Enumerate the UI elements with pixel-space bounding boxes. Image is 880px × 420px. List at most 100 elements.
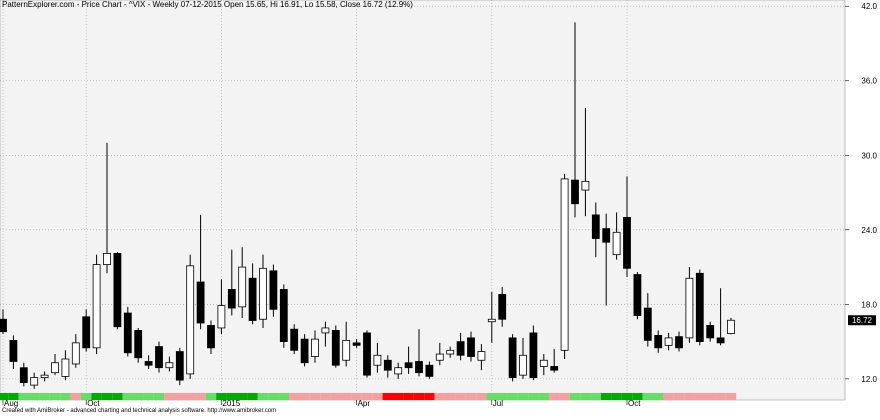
signal-band bbox=[486, 393, 497, 400]
signal-band bbox=[372, 393, 383, 400]
candle-body bbox=[716, 337, 725, 344]
signal-band bbox=[445, 393, 456, 400]
signal-band bbox=[434, 393, 445, 400]
signal-band bbox=[143, 393, 154, 400]
candle-body bbox=[415, 361, 423, 374]
signal-band bbox=[663, 393, 674, 400]
signal-band bbox=[653, 393, 664, 400]
signal-band bbox=[49, 393, 61, 400]
signal-band bbox=[715, 393, 726, 400]
footer: Created with AmiBroker - advanced charti… bbox=[2, 408, 276, 414]
x-tick-label: Oct bbox=[87, 399, 100, 408]
candle-body bbox=[9, 339, 18, 362]
candle-body bbox=[706, 325, 715, 339]
x-tick-label: Apr bbox=[358, 399, 371, 408]
signal-band bbox=[673, 393, 685, 400]
candle-body bbox=[633, 274, 642, 316]
candle-body bbox=[675, 336, 683, 349]
candle-body bbox=[581, 180, 590, 191]
signal-band bbox=[455, 393, 466, 400]
signal-band bbox=[725, 393, 737, 400]
candle-body bbox=[248, 277, 257, 321]
signal-band bbox=[289, 393, 300, 400]
signal-band bbox=[320, 393, 331, 400]
candle-body bbox=[425, 364, 434, 377]
signal-band bbox=[694, 393, 705, 400]
candle-body bbox=[71, 342, 80, 365]
candle-body bbox=[654, 335, 663, 349]
candle-body bbox=[404, 362, 413, 369]
signal-band bbox=[528, 393, 539, 400]
candle-body bbox=[363, 332, 371, 376]
candle-body bbox=[373, 354, 382, 366]
signal-band bbox=[382, 393, 393, 400]
last-price-label: 16.72 bbox=[852, 316, 873, 325]
candle-body bbox=[123, 312, 132, 354]
signal-band bbox=[185, 393, 196, 400]
signal-band bbox=[133, 393, 144, 400]
candle-body bbox=[290, 328, 299, 351]
candle-body bbox=[727, 319, 735, 334]
candle-body bbox=[664, 337, 673, 346]
signal-band bbox=[81, 393, 92, 400]
candle-body bbox=[446, 349, 455, 355]
signal-band bbox=[153, 393, 165, 400]
signal-band bbox=[226, 393, 237, 400]
candle-body bbox=[311, 338, 319, 357]
signal-band bbox=[611, 393, 622, 400]
candle-body bbox=[539, 359, 548, 367]
y-tick-label: 18.0 bbox=[861, 300, 877, 309]
signal-band bbox=[70, 393, 81, 400]
candle-body bbox=[643, 307, 652, 341]
candle-body bbox=[342, 339, 351, 361]
signal-band bbox=[91, 393, 102, 400]
signal-band bbox=[8, 393, 19, 400]
candle-body bbox=[560, 178, 569, 351]
signal-band bbox=[517, 393, 529, 400]
y-tick-label: 36.0 bbox=[861, 77, 877, 86]
candle-body bbox=[550, 366, 559, 371]
candle-body bbox=[0, 318, 7, 333]
candle-body bbox=[487, 318, 496, 323]
candle-body bbox=[175, 351, 184, 381]
signal-band bbox=[361, 393, 373, 400]
candle-body bbox=[30, 377, 39, 386]
candle-body bbox=[207, 325, 215, 349]
candle-body bbox=[144, 361, 153, 366]
candle-body bbox=[508, 337, 517, 379]
candle-body bbox=[623, 216, 631, 269]
signal-band bbox=[413, 393, 425, 400]
candle-body bbox=[477, 351, 486, 361]
candle-body bbox=[92, 264, 101, 349]
signal-band bbox=[29, 393, 40, 400]
signal-band bbox=[642, 393, 653, 400]
candle-body bbox=[612, 231, 621, 256]
signal-band bbox=[393, 393, 404, 400]
y-tick-label: 12.0 bbox=[861, 375, 877, 384]
candle-body bbox=[591, 214, 600, 239]
candle-body bbox=[300, 338, 309, 364]
candle-body bbox=[321, 327, 330, 334]
signal-band bbox=[278, 393, 289, 400]
candle-body bbox=[61, 358, 70, 377]
signal-band bbox=[403, 393, 414, 400]
candle-body bbox=[383, 359, 392, 371]
signal-band bbox=[590, 393, 601, 400]
candle-body bbox=[40, 374, 49, 379]
signal-band bbox=[569, 393, 581, 400]
signal-band bbox=[101, 393, 113, 400]
candle-body bbox=[331, 330, 340, 366]
candle-body bbox=[113, 253, 122, 328]
y-tick-label: 30.0 bbox=[861, 151, 877, 160]
signal-band bbox=[330, 393, 341, 400]
signal-band bbox=[205, 393, 217, 400]
x-tick-label: 2015 bbox=[222, 399, 240, 408]
candle-body bbox=[19, 367, 28, 384]
signal-band bbox=[351, 393, 362, 400]
candle-body bbox=[196, 281, 205, 324]
candle-body bbox=[269, 270, 278, 310]
candle-body bbox=[456, 341, 465, 356]
y-tick-label: 42.0 bbox=[861, 2, 877, 11]
signal-band bbox=[559, 393, 570, 400]
